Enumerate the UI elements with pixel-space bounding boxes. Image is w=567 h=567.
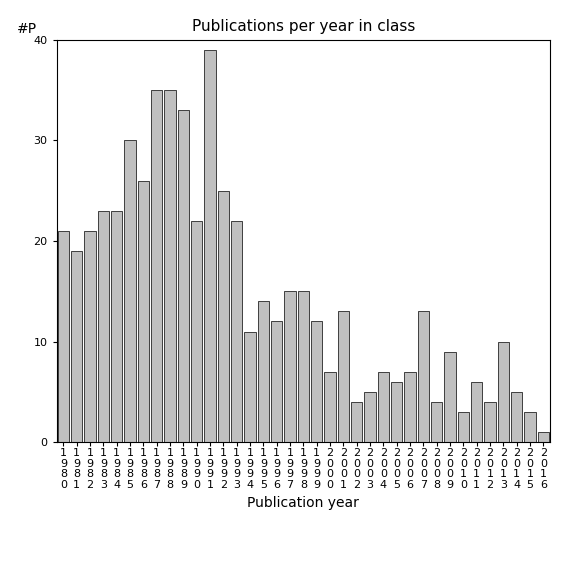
Bar: [271, 321, 282, 442]
Bar: [511, 392, 522, 442]
Bar: [524, 412, 536, 442]
Bar: [244, 332, 256, 442]
Bar: [111, 211, 122, 442]
Bar: [351, 402, 362, 442]
Bar: [484, 402, 496, 442]
Bar: [458, 412, 469, 442]
Bar: [98, 211, 109, 442]
Bar: [124, 141, 136, 442]
Bar: [445, 352, 456, 442]
Bar: [204, 50, 215, 442]
Bar: [298, 291, 309, 442]
Bar: [151, 90, 162, 442]
Bar: [84, 231, 96, 442]
Bar: [191, 221, 202, 442]
Bar: [311, 321, 323, 442]
Bar: [391, 382, 403, 442]
Bar: [231, 221, 242, 442]
Bar: [378, 372, 389, 442]
Bar: [177, 110, 189, 442]
Bar: [338, 311, 349, 442]
Bar: [431, 402, 442, 442]
Bar: [498, 341, 509, 442]
Bar: [138, 180, 149, 442]
Bar: [164, 90, 176, 442]
Bar: [538, 432, 549, 442]
Bar: [284, 291, 295, 442]
X-axis label: Publication year: Publication year: [247, 496, 359, 510]
Bar: [324, 372, 336, 442]
Bar: [218, 191, 229, 442]
Title: Publications per year in class: Publications per year in class: [192, 19, 415, 35]
Text: #P: #P: [17, 22, 37, 36]
Bar: [471, 382, 483, 442]
Bar: [365, 392, 376, 442]
Bar: [58, 231, 69, 442]
Bar: [257, 302, 269, 442]
Bar: [404, 372, 416, 442]
Bar: [71, 251, 82, 442]
Bar: [418, 311, 429, 442]
